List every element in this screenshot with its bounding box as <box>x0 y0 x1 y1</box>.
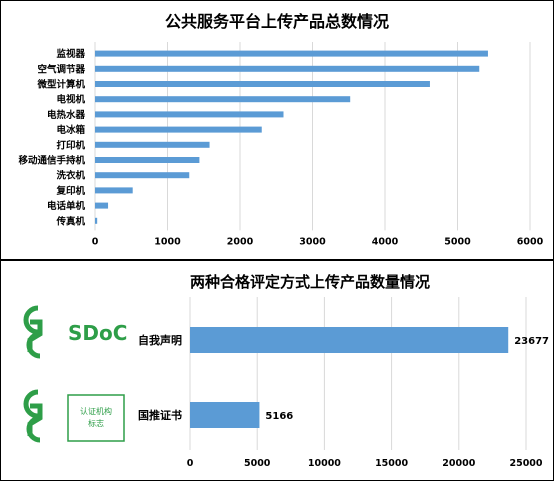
chart1-x-tick-label: 5000 <box>444 236 471 247</box>
chart1-category-label: 洗衣机 <box>56 170 85 182</box>
chart1-x-tick-label: 0 <box>92 236 99 247</box>
chart1-x-ticks: 0 1000 2000 3000 4000 5000 6000 <box>92 236 544 247</box>
chart1-category-label: 打印机 <box>56 139 85 151</box>
certification-logo: 认证机构 标志 <box>23 389 125 443</box>
chart1-bar <box>95 50 488 57</box>
chart1-bar <box>95 157 200 163</box>
chart1-bar <box>95 111 284 118</box>
chart1-category-labels: 监视器空气调节器微型计算机电视机电热水器电冰箱打印机移动通信手持机洗衣机复印机电… <box>18 48 85 227</box>
chart2-bar <box>190 402 260 428</box>
chart1-category-label: 传真机 <box>55 215 85 227</box>
panel-divider <box>0 259 554 261</box>
sdoc-logo: SDoC <box>23 305 127 359</box>
chart2-x-tick-label: 10000 <box>308 458 341 469</box>
chart1-category-label: 电热水器 <box>47 109 86 121</box>
chart1-category-label: 监视器 <box>56 48 85 60</box>
chart2-x-tick-label: 20000 <box>442 458 475 469</box>
chart2-bars <box>190 327 509 428</box>
chart2-data-label: 23677 <box>514 336 549 347</box>
chart1-bar <box>95 81 430 87</box>
chart2-category-label: 自我声明 <box>138 333 182 347</box>
chart1-bars <box>95 50 488 224</box>
chart1-category-label: 电话单机 <box>47 200 86 212</box>
chart1-category-label: 微型计算机 <box>36 79 85 91</box>
chart2-category-label: 国推证书 <box>138 408 182 422</box>
chart1-category-label: 移动通信手持机 <box>18 155 85 167</box>
chart1-category-label: 电冰箱 <box>56 124 85 136</box>
chart1-bar <box>95 172 190 179</box>
chart1-title: 公共服务平台上传产品总数情况 <box>164 12 389 31</box>
chart1-bar <box>95 187 133 194</box>
chart1-bar <box>95 126 262 133</box>
chart1-bar <box>95 65 480 72</box>
chart1-bar <box>95 96 351 103</box>
chart1-category-label: 电视机 <box>56 94 85 106</box>
chart2-x-tick-label: 15000 <box>375 458 408 469</box>
chart2-x-tick-label: 0 <box>187 458 194 469</box>
certification-mark-box <box>67 394 125 442</box>
chart1-category-label: 空气调节器 <box>37 63 85 75</box>
chart2-bar <box>190 327 509 353</box>
cert-text-line2: 标志 <box>88 418 104 428</box>
chart2-title: 两种合格评定方式上传产品数量情况 <box>190 273 431 291</box>
chart1-category-label: 复印机 <box>55 185 85 197</box>
chart1-bar <box>95 141 210 148</box>
chart1-x-tick-label: 3000 <box>299 236 326 247</box>
chart1-x-tick-label: 4000 <box>372 236 399 247</box>
sdoc-text: SDoC <box>68 321 127 345</box>
chart2-data-label: 5166 <box>265 411 293 422</box>
chart1-x-tick-label: 6000 <box>517 236 544 247</box>
chart2-x-tick-label: 25000 <box>509 458 542 469</box>
chart2-x-ticks: 0 5000 10000 15000 20000 25000 <box>187 458 543 469</box>
chart1-bar <box>95 217 98 224</box>
chart1-bar <box>95 202 109 209</box>
chart1-grid <box>94 42 531 231</box>
chart1-x-tick-label: 1000 <box>154 236 181 247</box>
chart2-x-tick-label: 5000 <box>244 458 271 469</box>
chart2-data-labels: 23677 5166 <box>265 336 549 422</box>
chart1-x-tick-label: 2000 <box>227 236 254 247</box>
cert-text-line1: 认证机构 <box>80 406 112 416</box>
